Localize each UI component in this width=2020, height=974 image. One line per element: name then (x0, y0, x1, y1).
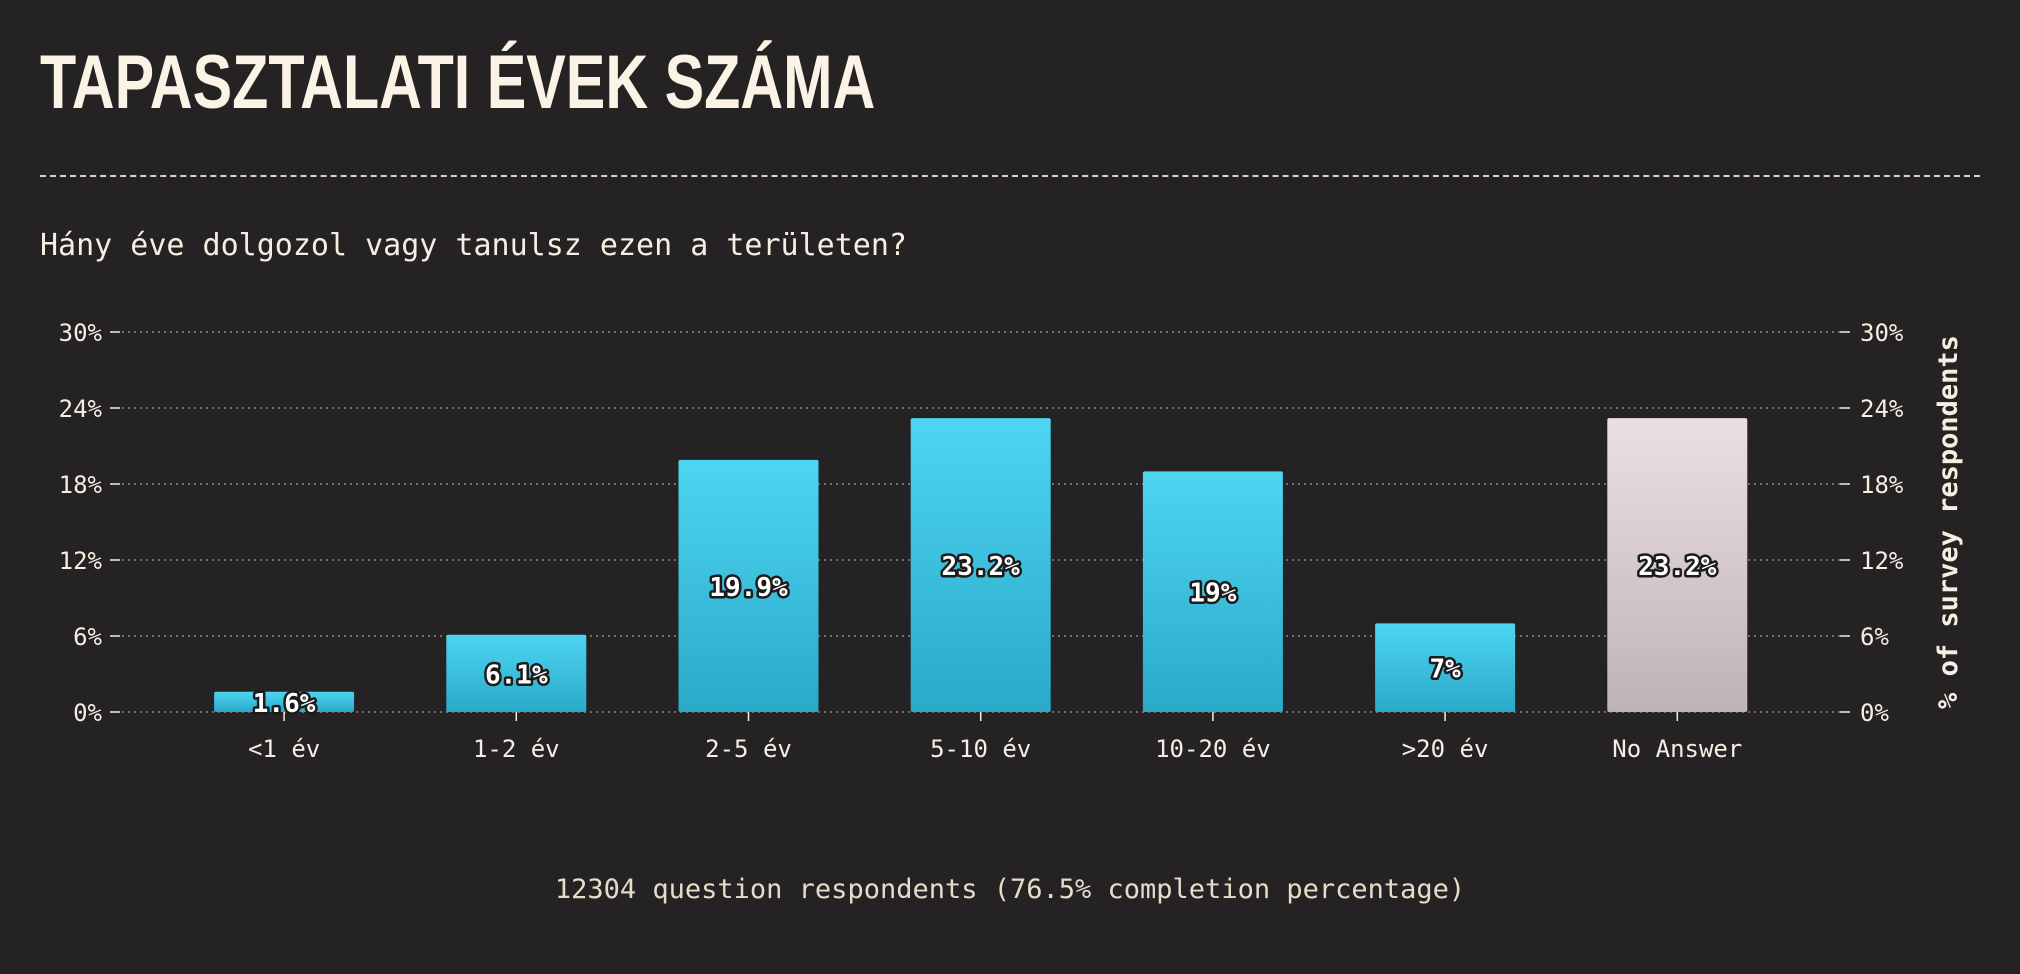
ytick-label-right: 6% (1860, 623, 1889, 651)
data-label: 23.2% (1638, 552, 1717, 582)
ytick-label-right: 24% (1860, 395, 1904, 423)
ytick-label-right: 18% (1860, 471, 1904, 499)
bar (1607, 418, 1748, 712)
xtick-label: 10-20 év (1155, 735, 1271, 763)
chart-subtitle: Hány éve dolgozol vagy tanulsz ezen a te… (40, 228, 907, 263)
xtick-label: No Answer (1612, 735, 1742, 763)
xtick-label: >20 év (1402, 735, 1489, 763)
xtick-label: 2-5 év (705, 735, 792, 763)
data-label: 19.9% (709, 573, 788, 603)
respondents-footer: 12304 question respondents (76.5% comple… (554, 874, 1466, 905)
ytick-label-left: 18% (59, 471, 103, 499)
data-label: 19% (1189, 579, 1236, 609)
chart-title: TAPASZTALATI ÉVEK SZÁMA (40, 40, 876, 125)
y-axis-label: % of survey respondents (1933, 335, 1964, 709)
ytick-label-right: 0% (1860, 699, 1889, 727)
xtick-label: 1-2 év (473, 735, 560, 763)
bar (910, 418, 1051, 712)
bar (1142, 471, 1283, 712)
ytick-label-right: 12% (1860, 547, 1904, 575)
title-divider (40, 175, 1980, 177)
xtick-label: <1 év (248, 735, 320, 763)
bar (1375, 623, 1516, 712)
xtick-label: 5-10 év (930, 735, 1031, 763)
bar (446, 634, 587, 712)
ytick-label-left: 24% (59, 395, 103, 423)
ytick-label-left: 12% (59, 547, 103, 575)
ytick-label-left: 6% (73, 623, 102, 651)
ytick-label-right: 30% (1860, 319, 1904, 347)
data-label: 6.1% (485, 660, 548, 690)
data-label: 7% (1429, 655, 1461, 685)
bar-chart: 1.6%6.1%19.9%23.2%19%7%23.2% 0% 0%6% 6%12%… (59, 319, 1964, 763)
ytick-label-left: 0% (73, 699, 102, 727)
ytick-label-left: 30% (59, 319, 103, 347)
data-label: 23.2% (942, 552, 1021, 582)
bar (214, 691, 355, 712)
bar (678, 459, 819, 712)
